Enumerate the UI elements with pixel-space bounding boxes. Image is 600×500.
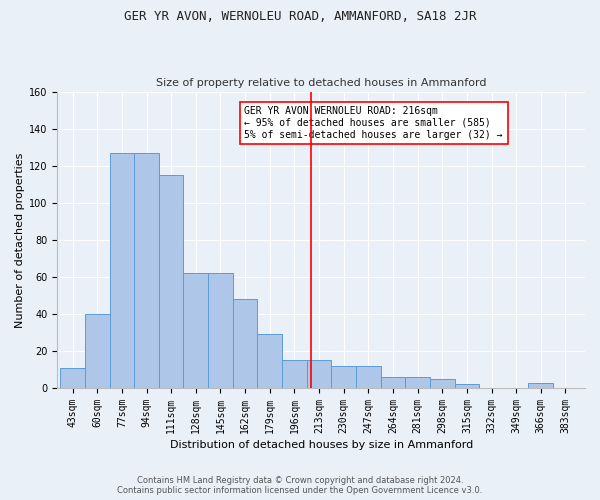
Bar xyxy=(455,384,479,388)
Y-axis label: Number of detached properties: Number of detached properties xyxy=(15,152,25,328)
Bar xyxy=(430,379,455,388)
Title: Size of property relative to detached houses in Ammanford: Size of property relative to detached ho… xyxy=(156,78,487,88)
Bar xyxy=(331,366,356,388)
Bar xyxy=(356,366,380,388)
Bar xyxy=(208,273,233,388)
Text: Contains HM Land Registry data © Crown copyright and database right 2024.
Contai: Contains HM Land Registry data © Crown c… xyxy=(118,476,482,495)
Bar xyxy=(85,314,110,388)
Text: GER YR AVON, WERNOLEU ROAD, AMMANFORD, SA18 2JR: GER YR AVON, WERNOLEU ROAD, AMMANFORD, S… xyxy=(124,10,476,23)
Bar xyxy=(110,152,134,388)
Bar xyxy=(257,334,282,388)
X-axis label: Distribution of detached houses by size in Ammanford: Distribution of detached houses by size … xyxy=(170,440,473,450)
Text: GER YR AVON WERNOLEU ROAD: 216sqm
← 95% of detached houses are smaller (585)
5% : GER YR AVON WERNOLEU ROAD: 216sqm ← 95% … xyxy=(244,106,503,140)
Bar xyxy=(159,175,184,388)
Bar xyxy=(529,382,553,388)
Bar xyxy=(380,377,405,388)
Bar xyxy=(233,299,257,388)
Bar xyxy=(60,368,85,388)
Bar xyxy=(307,360,331,388)
Bar xyxy=(134,152,159,388)
Bar xyxy=(282,360,307,388)
Bar xyxy=(184,273,208,388)
Bar xyxy=(405,377,430,388)
